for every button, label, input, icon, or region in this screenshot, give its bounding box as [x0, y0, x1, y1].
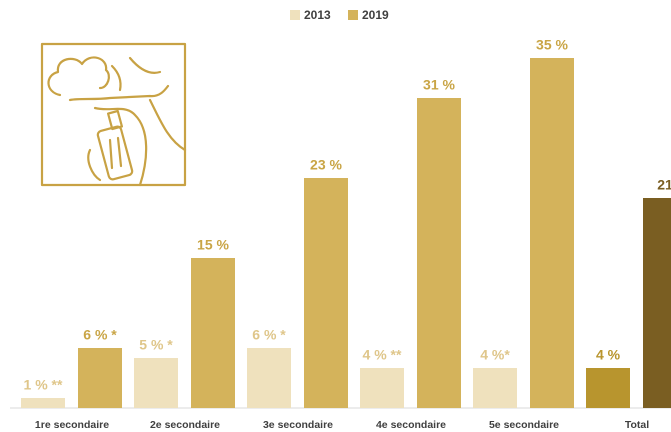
legend-label: 2013 — [304, 8, 331, 22]
x-tick-label: Total — [625, 419, 649, 431]
bar — [586, 368, 630, 408]
value-label: 15 % — [197, 237, 229, 253]
legend-swatch — [348, 10, 358, 20]
value-label: 4 % ** — [363, 347, 402, 363]
x-tick-label: 3e secondaire — [263, 419, 333, 431]
value-label: 35 % — [536, 37, 568, 53]
bar — [643, 198, 671, 408]
value-label: 21 — [657, 177, 671, 193]
value-label: 1 % ** — [24, 377, 63, 393]
value-label: 5 % * — [139, 337, 173, 353]
bar — [247, 348, 291, 408]
x-tick-label: 5e secondaire — [489, 419, 559, 431]
x-tick-label: 4e secondaire — [376, 419, 446, 431]
value-label: 4 %* — [480, 347, 510, 363]
bar — [360, 368, 404, 408]
legend-swatch — [290, 10, 300, 20]
bar — [530, 58, 574, 408]
bar — [134, 358, 178, 408]
value-label: 31 % — [423, 77, 455, 93]
value-label: 6 % * — [252, 327, 286, 343]
x-tick-label: 2e secondaire — [150, 419, 220, 431]
value-label: 23 % — [310, 157, 342, 173]
bar — [78, 348, 122, 408]
vape-icon — [40, 42, 187, 187]
bar — [417, 98, 461, 408]
value-label: 4 % — [596, 347, 621, 363]
value-label: 6 % * — [83, 327, 117, 343]
legend-label: 2019 — [362, 8, 389, 22]
bar — [304, 178, 348, 408]
bar — [191, 258, 235, 408]
x-tick-label: 1re secondaire — [35, 419, 109, 431]
bar — [21, 398, 65, 408]
bar — [473, 368, 517, 408]
